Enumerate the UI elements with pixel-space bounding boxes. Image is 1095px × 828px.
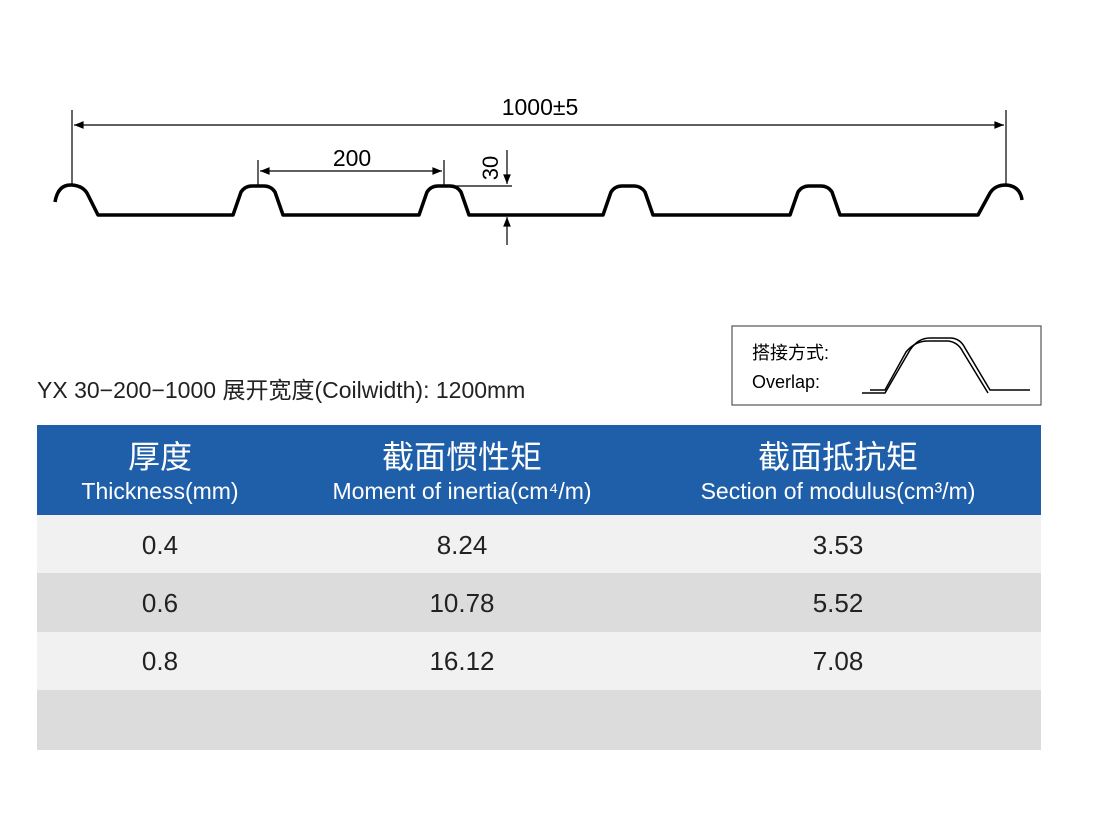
width-dimension: 1000±5 bbox=[502, 94, 579, 120]
table-row bbox=[37, 515, 1041, 573]
overlap-label-en: Overlap: bbox=[752, 372, 820, 392]
header-en: Thickness(mm) bbox=[81, 478, 238, 504]
pitch-dimension: 200 bbox=[333, 145, 371, 171]
height-dimension: 30 bbox=[478, 156, 503, 180]
overlap-box bbox=[731, 325, 1042, 406]
table-row bbox=[37, 690, 1041, 750]
overlap-icon bbox=[862, 337, 1030, 394]
caption: YX 30−200−1000 展开宽度(Coilwidth): 1200mm bbox=[37, 377, 525, 403]
table-cell: 3.53 bbox=[813, 530, 864, 560]
header-cn: 截面惯性矩 bbox=[382, 439, 542, 475]
header-en: Section of modulus(cm³/m) bbox=[701, 478, 976, 504]
table-cell: 0.6 bbox=[142, 588, 178, 618]
table-cell: 8.24 bbox=[437, 530, 488, 560]
dimensions bbox=[71, 110, 1007, 245]
overlap-label-cn: 搭接方式: bbox=[752, 343, 829, 363]
table-cell: 16.12 bbox=[429, 646, 494, 676]
header-cn: 厚度 bbox=[128, 439, 192, 475]
table-row bbox=[37, 632, 1041, 690]
table-cell: 10.78 bbox=[429, 588, 494, 618]
table-cell: 0.8 bbox=[142, 646, 178, 676]
table-row bbox=[37, 573, 1041, 632]
table-header bbox=[37, 425, 1041, 515]
header-cn: 截面抵抗矩 bbox=[758, 439, 918, 475]
sheet-profile bbox=[53, 183, 1024, 217]
table-cell: 0.4 bbox=[142, 530, 178, 560]
header-en: Moment of inertia(cm⁴/m) bbox=[332, 478, 591, 504]
table-cell: 5.52 bbox=[813, 588, 864, 618]
table-cell: 7.08 bbox=[813, 646, 864, 676]
